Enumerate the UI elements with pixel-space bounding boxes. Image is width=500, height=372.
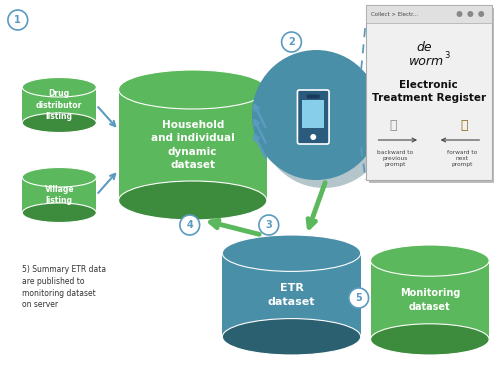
Circle shape — [259, 215, 278, 235]
Text: 5: 5 — [356, 293, 362, 303]
Text: Monitoring
dataset: Monitoring dataset — [400, 288, 460, 312]
Circle shape — [282, 32, 302, 52]
Text: forward to
next
prompt: forward to next prompt — [448, 150, 478, 167]
Circle shape — [180, 215, 200, 235]
Text: 5) Summary ETR data
are published to
monitoring dataset
on server: 5) Summary ETR data are published to mon… — [22, 265, 106, 310]
Bar — [368, 8, 495, 183]
Ellipse shape — [22, 203, 97, 222]
Text: Household
and individual
dynamic
dataset: Household and individual dynamic dataset — [151, 120, 234, 170]
Bar — [222, 253, 360, 337]
Ellipse shape — [22, 113, 97, 132]
Text: ✊: ✊ — [460, 119, 468, 131]
Text: Collect > Electr...: Collect > Electr... — [370, 12, 418, 16]
Circle shape — [8, 10, 28, 30]
Circle shape — [456, 11, 462, 17]
Ellipse shape — [370, 245, 489, 276]
Bar — [22, 177, 97, 213]
Text: de: de — [416, 41, 432, 54]
Circle shape — [260, 58, 388, 188]
Circle shape — [252, 50, 380, 180]
Ellipse shape — [222, 235, 360, 272]
Ellipse shape — [118, 70, 267, 109]
Bar — [366, 5, 492, 180]
Text: 1: 1 — [14, 15, 21, 25]
Text: 3: 3 — [444, 51, 450, 60]
Text: Treatment Register: Treatment Register — [372, 93, 486, 103]
Circle shape — [478, 11, 484, 17]
Circle shape — [349, 288, 368, 308]
Text: backward to
previous
prompt: backward to previous prompt — [377, 150, 414, 167]
Text: Drug
distributor
listing: Drug distributor listing — [36, 89, 82, 121]
Bar — [302, 100, 324, 128]
Text: 2: 2 — [288, 37, 295, 47]
Text: Village
listing: Village listing — [44, 185, 74, 205]
Bar — [118, 90, 267, 201]
Text: Electronic: Electronic — [400, 80, 458, 90]
Ellipse shape — [222, 318, 360, 355]
FancyBboxPatch shape — [307, 94, 320, 99]
Circle shape — [468, 11, 473, 17]
Bar — [366, 5, 492, 23]
Text: 3: 3 — [266, 220, 272, 230]
Text: ✋: ✋ — [390, 119, 397, 131]
Ellipse shape — [370, 324, 489, 355]
FancyBboxPatch shape — [298, 90, 329, 144]
Ellipse shape — [118, 181, 267, 220]
Bar — [22, 87, 97, 123]
Bar — [370, 261, 489, 339]
Text: ETR
dataset: ETR dataset — [268, 283, 316, 307]
Ellipse shape — [22, 77, 97, 97]
Circle shape — [310, 134, 316, 140]
Text: worm: worm — [410, 55, 444, 67]
Ellipse shape — [22, 167, 97, 187]
Text: 4: 4 — [186, 220, 193, 230]
